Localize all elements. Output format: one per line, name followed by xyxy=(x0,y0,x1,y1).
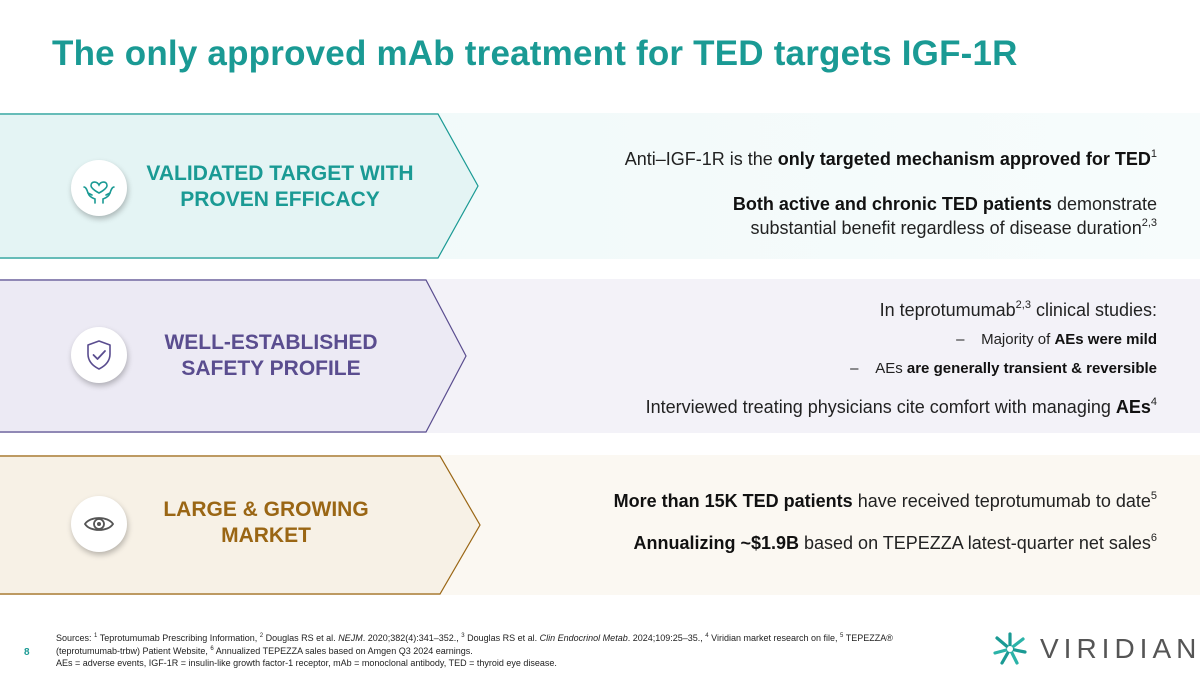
bullet-item: – AEs are generally transient & reversib… xyxy=(850,360,1157,377)
section-text-1: Anti–IGF-1R is the only targeted mechani… xyxy=(624,148,1157,170)
viridian-logo: VIRIDIAN xyxy=(990,630,1200,668)
eye-icon xyxy=(71,496,127,552)
section-safety-profile: WELL-ESTABLISHED SAFETY PROFILE In tepro… xyxy=(0,279,1200,433)
section-text-2: Interviewed treating physicians cite com… xyxy=(645,396,1157,418)
section-validated-target: VALIDATED TARGET WITH PROVEN EFFICACY An… xyxy=(0,113,1200,259)
chevron-background xyxy=(0,279,1200,433)
hands-heart-icon xyxy=(71,160,127,216)
bullet-item: – Majority of AEs were mild xyxy=(956,331,1157,348)
logo-wordmark: VIRIDIAN xyxy=(1040,633,1200,664)
section-text-1: In teprotumumab2,3 clinical studies: xyxy=(879,299,1157,321)
section-label: VALIDATED TARGET WITH PROVEN EFFICACY xyxy=(146,162,414,211)
section-text-1: More than 15K TED patients have received… xyxy=(613,490,1157,512)
section-text-2: Both active and chronic TED patients dem… xyxy=(732,194,1157,238)
footnotes: Sources: 1 Teprotumumab Prescribing Info… xyxy=(56,633,893,668)
page-number: 8 xyxy=(24,647,30,658)
section-market: LARGE & GROWING MARKET More than 15K TED… xyxy=(0,455,1200,595)
viridian-star-logo-icon xyxy=(993,632,1027,665)
section-label: LARGE & GROWING MARKET xyxy=(163,498,369,547)
chevron-background xyxy=(0,455,1200,595)
shield-check-icon xyxy=(71,327,127,383)
chevron-background xyxy=(0,113,1200,259)
section-label: WELL-ESTABLISHED SAFETY PROFILE xyxy=(164,331,378,380)
section-text-2: Annualizing ~$1.9B based on TEPEZZA late… xyxy=(633,532,1157,554)
page-title: The only approved mAb treatment for TED … xyxy=(52,34,1018,73)
